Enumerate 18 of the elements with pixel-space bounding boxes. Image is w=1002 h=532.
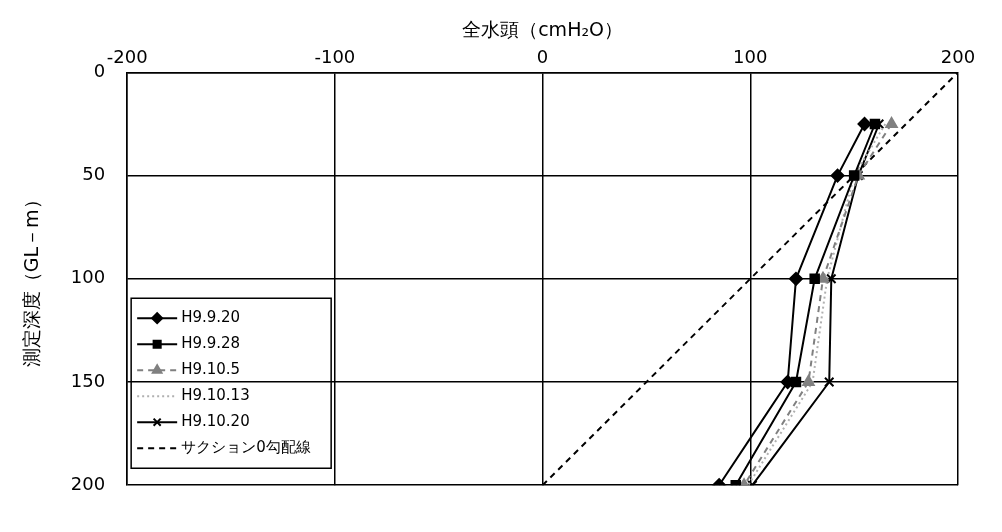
- x-tick-label: 200: [940, 46, 976, 68]
- legend-label: サクション0勾配線: [181, 438, 311, 457]
- legend-label: H9.10.13: [181, 386, 250, 405]
- legend-label: H9.10.20: [181, 412, 250, 431]
- x-tick-label: -100: [314, 46, 356, 68]
- y-tick-label: 150: [70, 369, 106, 391]
- legend-label: H9.10.5: [181, 360, 241, 379]
- y-tick-label: 0: [93, 60, 106, 82]
- x-tick-label: 0: [536, 46, 549, 68]
- y-tick-label: 200: [70, 472, 106, 494]
- y-axis-title: 測定深度（GL－m）: [20, 190, 43, 368]
- x-axis-title: 全水頭（cmH₂O）: [462, 18, 623, 41]
- x-tick-label: -200: [106, 46, 148, 68]
- y-tick-label: 50: [82, 163, 106, 185]
- legend-label: H9.9.20: [181, 308, 241, 327]
- y-tick-label: 100: [70, 266, 106, 288]
- x-tick-label: 100: [733, 46, 768, 68]
- legend-label: H9.9.28: [181, 334, 241, 353]
